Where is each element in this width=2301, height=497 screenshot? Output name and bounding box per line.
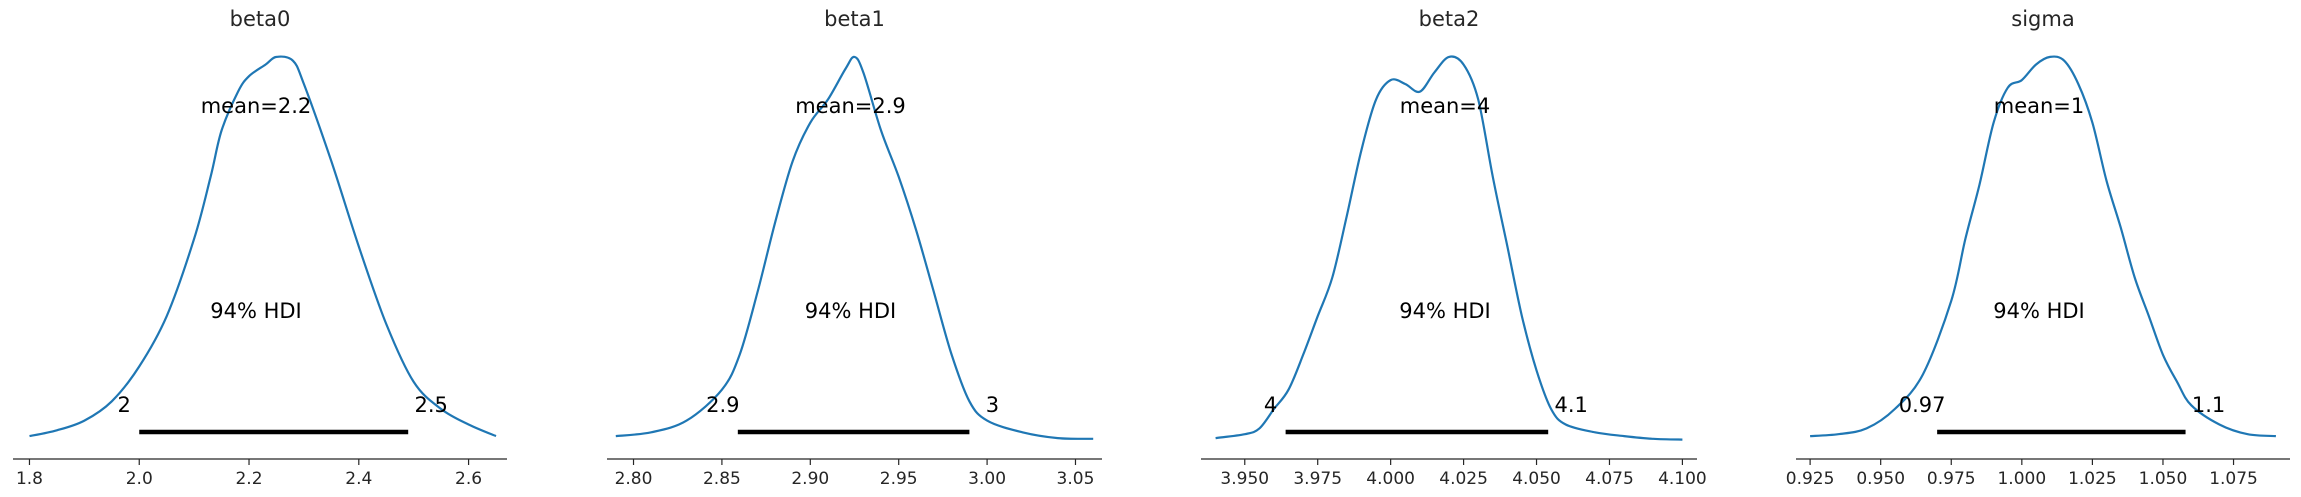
x-tick-label: 2.4	[345, 469, 372, 489]
mean-label: mean=4	[1400, 94, 1491, 118]
x-tick-label: 3.950	[1220, 469, 1269, 489]
x-tick-label: 0.925	[1786, 469, 1835, 489]
mean-label: mean=2.9	[795, 94, 906, 118]
hdi-label: 94% HDI	[1993, 299, 2085, 323]
x-tick-label: 4.075	[1585, 469, 1634, 489]
hdi-high-label: 1.1	[2192, 393, 2225, 417]
hdi-high-label: 2.5	[414, 393, 447, 417]
hdi-low-label: 4	[1264, 393, 1277, 417]
x-tick-label: 0.975	[1927, 469, 1976, 489]
mean-label: mean=2.2	[201, 94, 312, 118]
mean-label: mean=1	[1994, 94, 2085, 118]
x-tick-label: 2.80	[615, 469, 653, 489]
x-tick-label: 2.90	[791, 469, 829, 489]
x-tick-label: 4.050	[1512, 469, 1561, 489]
x-tick-label: 1.050	[2139, 469, 2188, 489]
posterior-panel-beta2: beta2 mean=4 94% HDI 4 4.1 3.950 3.975 4.000 4.0…	[1201, 7, 1707, 489]
x-tick-label: 0.950	[1856, 469, 1905, 489]
x-tick-label: 2.6	[455, 469, 482, 489]
panel-title: beta0	[230, 7, 291, 31]
panel-title: sigma	[2011, 7, 2074, 31]
hdi-label: 94% HDI	[805, 299, 897, 323]
hdi-label: 94% HDI	[210, 299, 302, 323]
density-curve	[1215, 55, 1683, 441]
x-tick-label: 1.025	[2068, 469, 2117, 489]
x-tick-label: 1.8	[16, 469, 43, 489]
x-tick-label: 3.05	[1057, 469, 1095, 489]
hdi-label: 94% HDI	[1399, 299, 1491, 323]
x-tick-label: 2.85	[703, 469, 741, 489]
x-tick-label: 4.100	[1658, 469, 1707, 489]
hdi-high-label: 3	[986, 393, 999, 417]
x-tick-label: 2.2	[235, 469, 262, 489]
hdi-high-label: 4.1	[1554, 393, 1587, 417]
density-curve	[1810, 55, 2276, 438]
posterior-panel-beta1: beta1 mean=2.9 94% HDI 2.9 3 2.80 2.85 2.90 2.95…	[607, 7, 1102, 489]
x-tick-label: 1.000	[1997, 469, 2046, 489]
posterior-panel-sigma: sigma mean=1 94% HDI 0.97 1.1 0.925 0.950 0.975…	[1786, 7, 2290, 489]
hdi-low-label: 2.9	[706, 393, 739, 417]
x-tick-label: 1.075	[2209, 469, 2258, 489]
x-tick-label: 3.00	[968, 469, 1006, 489]
posterior-panel-beta0: beta0 mean=2.2 94% HDI 2 2.5 1.8 2.0 2.2 2.4 2.6	[13, 7, 507, 489]
x-tick-label: 2.0	[126, 469, 153, 489]
density-curve	[29, 55, 497, 438]
x-tick-label: 4.025	[1439, 469, 1488, 489]
x-tick-label: 4.000	[1366, 469, 1415, 489]
hdi-low-label: 2	[118, 393, 131, 417]
x-tick-label: 2.95	[880, 469, 918, 489]
hdi-low-label: 0.97	[1899, 393, 1946, 417]
panel-title: beta1	[824, 7, 885, 31]
density-curve	[615, 55, 1094, 440]
x-tick-label: 3.975	[1293, 469, 1342, 489]
panel-title: beta2	[1419, 7, 1480, 31]
